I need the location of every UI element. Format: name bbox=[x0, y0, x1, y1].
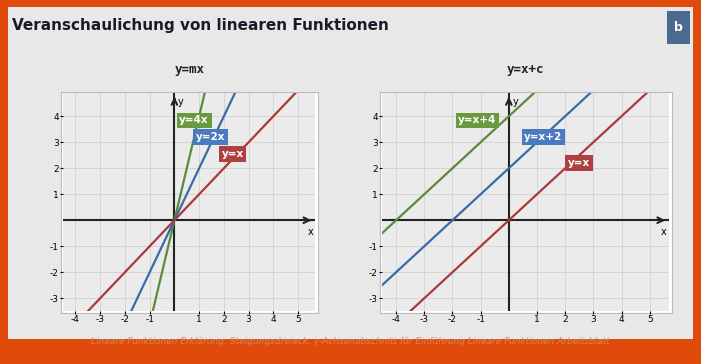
Text: y=mx: y=mx bbox=[175, 63, 204, 76]
Text: x: x bbox=[307, 227, 313, 237]
Text: y: y bbox=[177, 97, 183, 107]
Text: y=x+4: y=x+4 bbox=[458, 115, 496, 125]
Text: Veranschaulichung von linearen Funktionen: Veranschaulichung von linearen Funktione… bbox=[12, 18, 389, 33]
Text: Lineare Funktionen Erklärung: Steigungsdreieck, y-Achsenabschnitt für Einführung: Lineare Funktionen Erklärung: Steigungsd… bbox=[91, 337, 610, 346]
Text: y=4x: y=4x bbox=[179, 115, 209, 125]
Text: y=x: y=x bbox=[568, 158, 590, 168]
Text: x: x bbox=[661, 227, 667, 237]
Text: y=2x: y=2x bbox=[196, 132, 225, 142]
Text: y=x: y=x bbox=[222, 149, 244, 159]
Text: b: b bbox=[674, 21, 683, 34]
Text: y=x+2: y=x+2 bbox=[524, 132, 563, 142]
Text: y=x+c: y=x+c bbox=[507, 63, 545, 76]
Text: y: y bbox=[512, 97, 518, 107]
